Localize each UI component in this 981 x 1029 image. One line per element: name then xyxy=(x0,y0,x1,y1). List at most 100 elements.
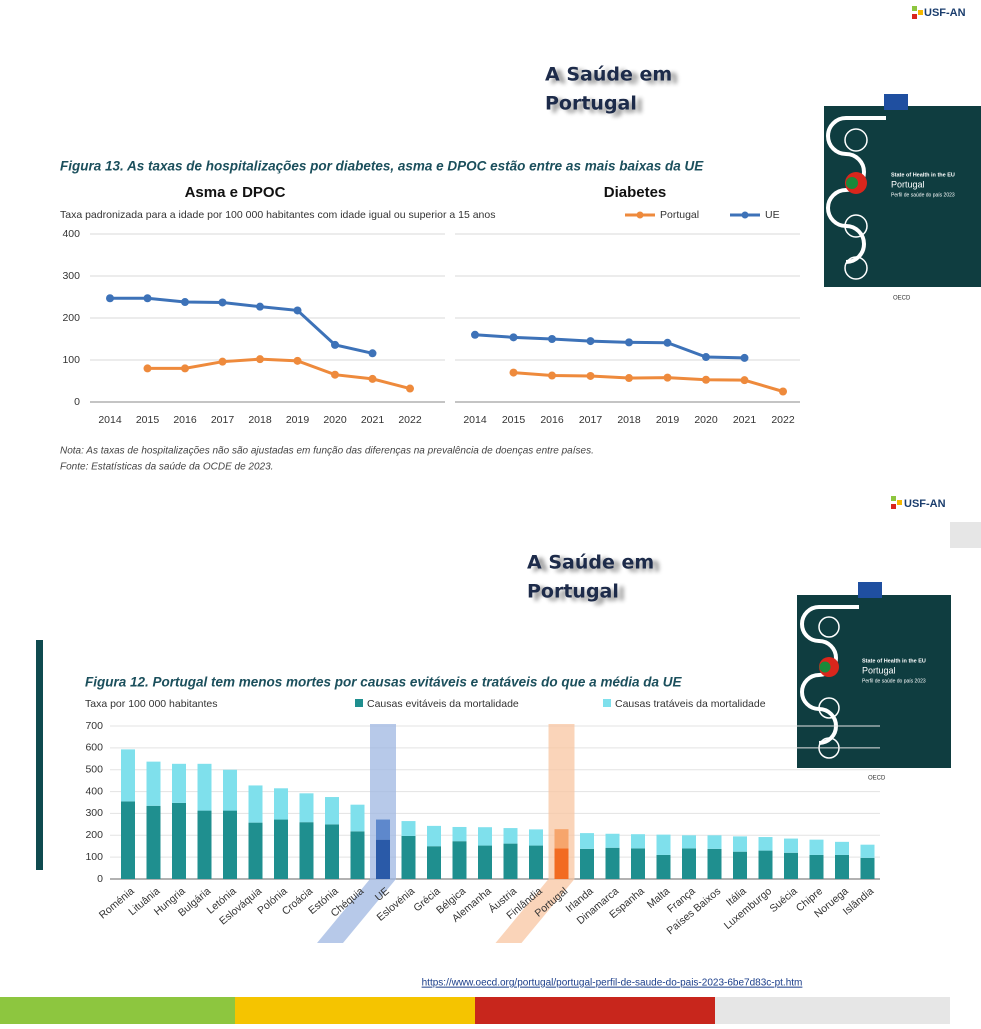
x-tick-label: 2018 xyxy=(617,414,641,426)
bar-segment xyxy=(529,829,543,846)
bar-segment xyxy=(248,822,263,879)
bar-segment xyxy=(299,822,314,879)
data-point xyxy=(509,333,518,342)
figure-note: Fonte: Estatísticas da saúde da OCDE de … xyxy=(60,462,273,473)
data-point xyxy=(143,364,152,373)
bar-segment xyxy=(350,831,365,879)
cover: State of Health in the EU Portugal Perfi… xyxy=(824,94,981,302)
source-url[interactable]: https://www.oecd.org/portugal/portugal-p… xyxy=(422,978,803,989)
x-tick-label: 2016 xyxy=(173,414,197,426)
highlight-band xyxy=(317,724,396,943)
bar-segment xyxy=(401,821,416,836)
bar-segment xyxy=(707,835,722,849)
bar-segment xyxy=(656,854,671,879)
data-point xyxy=(740,353,749,362)
x-tick-label: Luxemburgo xyxy=(722,885,775,932)
x-tick-label: 2020 xyxy=(694,414,718,426)
data-point xyxy=(625,374,633,383)
figure-title: Figura 13. As taxas de hospitalizações p… xyxy=(60,159,704,174)
legend-label: Portugal xyxy=(660,209,699,221)
y-tick-label: 200 xyxy=(62,312,80,324)
data-point xyxy=(548,335,556,343)
series-line xyxy=(147,357,411,391)
x-tick-label: 2019 xyxy=(286,414,310,426)
data-point xyxy=(509,368,518,377)
logo: USF-AN xyxy=(891,496,946,510)
bar-segment xyxy=(146,761,161,806)
bar-segment xyxy=(605,833,620,848)
data-point xyxy=(625,338,633,347)
decor xyxy=(950,522,981,548)
bar-segment xyxy=(631,834,645,849)
bar-segment xyxy=(682,848,696,879)
cover-kicker: State of Health in the EU xyxy=(862,658,926,664)
bar-segment xyxy=(197,810,212,879)
x-tick-label: 2017 xyxy=(579,414,603,426)
data-point xyxy=(779,387,787,396)
bar-segment xyxy=(554,848,569,879)
figure-title: Figura 12. Portugal tem menos mortes por… xyxy=(85,675,682,690)
data-point xyxy=(471,330,479,339)
data-point xyxy=(663,338,672,347)
bar-segment xyxy=(478,827,492,846)
y-tick-label: 400 xyxy=(85,785,103,797)
bar-segment xyxy=(223,769,237,811)
bar-segment xyxy=(605,847,620,879)
bar-segment xyxy=(427,846,441,879)
bar-segment xyxy=(809,854,824,879)
heading: Portugal xyxy=(545,93,637,115)
bar-segment xyxy=(325,824,339,879)
x-tick-label: 2022 xyxy=(771,414,795,426)
logo-text: USF-AN xyxy=(904,498,946,510)
y-tick-label: 400 xyxy=(62,228,80,240)
data-point xyxy=(663,373,672,382)
bar-segment xyxy=(656,834,671,855)
data-point xyxy=(218,357,227,366)
bar-segment xyxy=(376,819,390,840)
data-point xyxy=(256,302,264,311)
x-tick-label: 2021 xyxy=(361,414,385,426)
bar-segment xyxy=(503,828,518,844)
data-point xyxy=(256,355,264,364)
legend-swatch xyxy=(355,699,363,707)
source-link[interactable]: https://www.oecd.org/portugal/portugal-p… xyxy=(422,978,803,989)
bar-segment xyxy=(860,844,875,858)
heading: Portugal xyxy=(527,581,619,603)
bar-segment xyxy=(121,801,135,879)
y-tick-label: 200 xyxy=(85,829,103,841)
bar-segment xyxy=(274,819,288,879)
series-line xyxy=(474,333,745,360)
cover-kicker: State of Health in the EU xyxy=(891,172,955,178)
legend-label: UE xyxy=(765,209,780,221)
bar-segment xyxy=(452,841,467,879)
data-point xyxy=(740,376,749,385)
y-axis-title: Taxa por 100 000 habitantes xyxy=(85,698,218,710)
bar-segment xyxy=(172,802,186,879)
bar-segment xyxy=(478,845,492,879)
cover-partner: OECD xyxy=(893,296,911,302)
y-tick-label: 100 xyxy=(85,851,103,863)
logo: USF-AN xyxy=(912,6,966,19)
x-tick-label: 2014 xyxy=(463,414,487,426)
data-point xyxy=(586,371,595,380)
x-tick-label: 2019 xyxy=(656,414,680,426)
bar-segment xyxy=(350,804,365,832)
bar-segment xyxy=(860,857,875,879)
cover: State of Health in the EU Portugal Perfi… xyxy=(797,582,951,782)
y-tick-label: 0 xyxy=(74,396,80,408)
x-tick-label: 2022 xyxy=(398,414,422,426)
bar-segment xyxy=(580,833,594,849)
bar-segment xyxy=(758,837,773,851)
bar-segment xyxy=(452,826,467,842)
bar-segment xyxy=(223,810,237,879)
bar-segment xyxy=(146,805,161,879)
y-tick-label: 0 xyxy=(97,873,103,885)
data-point xyxy=(331,340,339,349)
logo-text: USF-AN xyxy=(924,7,966,19)
data-point xyxy=(586,337,595,346)
bar-segment xyxy=(376,839,390,879)
bar-segment xyxy=(554,829,569,849)
bar-segment xyxy=(580,848,594,879)
